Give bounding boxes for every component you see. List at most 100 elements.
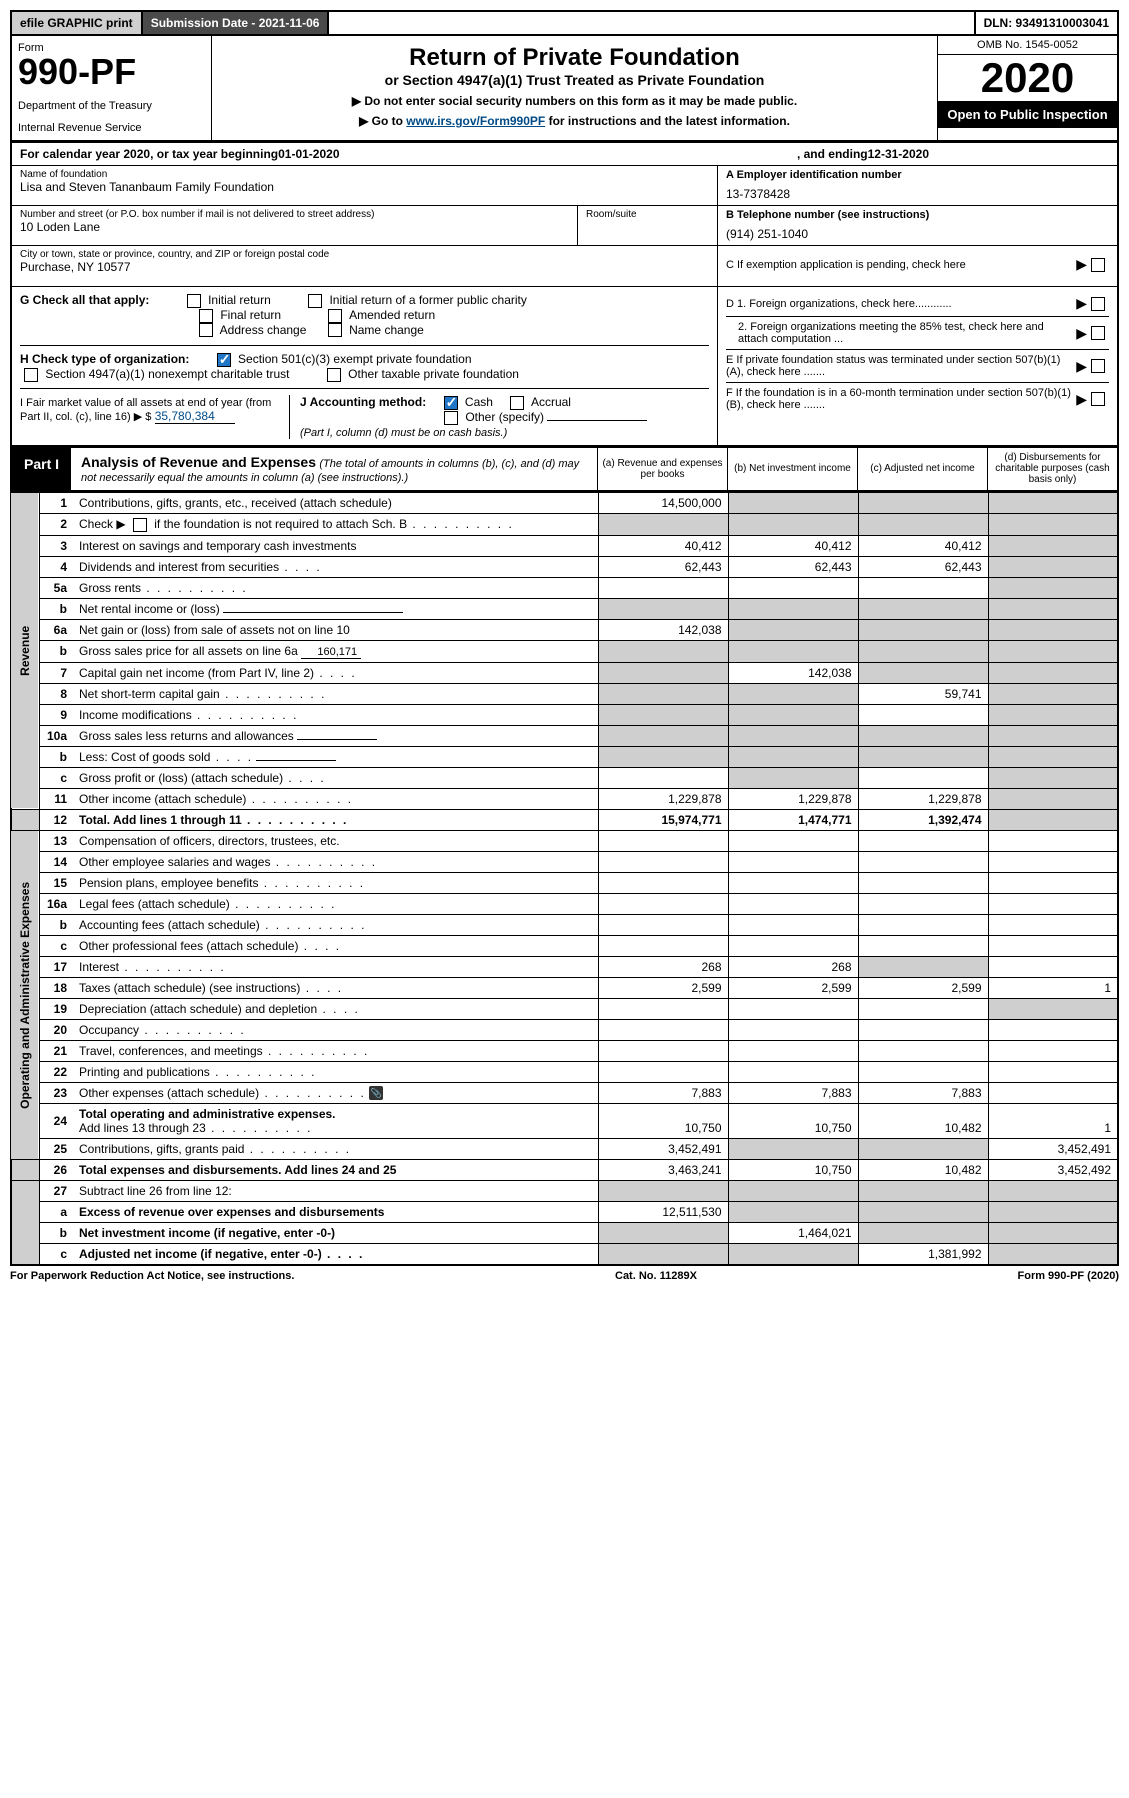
exemption-pending-row: C If exemption application is pending, c…: [718, 246, 1117, 283]
table-row: a Excess of revenue over expenses and di…: [11, 1202, 1118, 1223]
section-g: G Check all that apply: Initial return I…: [20, 293, 709, 337]
cat-number: Cat. No. 11289X: [615, 1270, 697, 1282]
submission-date: Submission Date - 2021-11-06: [143, 12, 330, 34]
d1-row: D 1. Foreign organizations, check here..…: [726, 291, 1109, 317]
street-address-row: Number and street (or P.O. box number if…: [12, 206, 577, 246]
col-b-header: (b) Net investment income: [727, 448, 857, 490]
table-row: Revenue 1 Contributions, gifts, grants, …: [11, 492, 1118, 513]
table-row: b Gross sales price for all assets on li…: [11, 640, 1118, 662]
section-j: J Accounting method: Cash Accrual Other …: [290, 395, 709, 439]
foundation-name: Lisa and Steven Tananbaum Family Foundat…: [20, 180, 709, 194]
table-row: 16a Legal fees (attach schedule): [11, 893, 1118, 914]
arrow-icon: ▶: [1076, 325, 1087, 342]
arrow-icon: ▶: [1076, 358, 1087, 375]
tax-year-end: 12-31-2020: [868, 147, 929, 161]
table-row: 26 Total expenses and disbursements. Add…: [11, 1160, 1118, 1181]
section-i: I Fair market value of all assets at end…: [20, 395, 290, 439]
accrual-checkbox[interactable]: [510, 396, 524, 410]
arrow-icon: ▶: [1076, 256, 1087, 273]
header-left: Form 990-PF Department of the Treasury I…: [12, 36, 212, 140]
name-change-checkbox[interactable]: [328, 323, 342, 337]
title-main: Return of Private Foundation: [232, 44, 917, 72]
dept-treasury: Department of the Treasury: [18, 100, 205, 112]
gross-sales-6a: 160,171: [301, 646, 361, 659]
table-row: 20 Occupancy: [11, 1019, 1118, 1040]
efile-label: efile GRAPHIC print: [12, 12, 143, 34]
table-row: b Net rental income or (loss): [11, 598, 1118, 619]
col-a-header: (a) Revenue and expenses per books: [597, 448, 727, 490]
d2-checkbox[interactable]: [1091, 326, 1105, 340]
table-row: 7 Capital gain net income (from Part IV,…: [11, 662, 1118, 683]
table-row: 17 Interest 268 268: [11, 956, 1118, 977]
table-row: 25 Contributions, gifts, grants paid 3,4…: [11, 1139, 1118, 1160]
note-ssn: ▶ Do not enter social security numbers o…: [232, 94, 917, 108]
table-row: 6a Net gain or (loss) from sale of asset…: [11, 619, 1118, 640]
form-instructions-link[interactable]: www.irs.gov/Form990PF: [406, 114, 545, 128]
omb-number: OMB No. 1545-0052: [938, 36, 1117, 55]
table-row: 15 Pension plans, employee benefits: [11, 872, 1118, 893]
arrow-icon: ▶: [1076, 391, 1087, 408]
d1-checkbox[interactable]: [1091, 297, 1105, 311]
attachment-icon[interactable]: 📎: [369, 1086, 383, 1100]
table-row: c Other professional fees (attach schedu…: [11, 935, 1118, 956]
table-row: 9 Income modifications: [11, 704, 1118, 725]
room-suite-row: Room/suite: [577, 206, 717, 246]
f-checkbox[interactable]: [1091, 392, 1105, 406]
table-row: 27 Subtract line 26 from line 12:: [11, 1181, 1118, 1202]
expenses-side-label: Operating and Administrative Expenses: [11, 830, 39, 1160]
tax-year-begin: 01-01-2020: [278, 147, 339, 161]
f-row: F If the foundation is in a 60-month ter…: [726, 383, 1109, 415]
identity-block: Name of foundation Lisa and Steven Tanan…: [10, 166, 1119, 286]
header-center: Return of Private Foundation or Section …: [212, 36, 937, 140]
part1-header: Part I Analysis of Revenue and Expenses …: [10, 447, 1119, 492]
501c3-checkbox[interactable]: [217, 353, 231, 367]
amended-return-checkbox[interactable]: [328, 309, 342, 323]
dln-label: DLN: 93491310003041: [974, 12, 1117, 34]
part1-title: Analysis of Revenue and Expenses (The to…: [71, 448, 597, 490]
e-checkbox[interactable]: [1091, 359, 1105, 373]
analysis-table: Revenue 1 Contributions, gifts, grants, …: [10, 492, 1119, 1267]
ein-value: 13-7378428: [726, 187, 1109, 201]
paperwork-notice: For Paperwork Reduction Act Notice, see …: [10, 1270, 294, 1282]
table-row: c Gross profit or (loss) (attach schedul…: [11, 767, 1118, 788]
telephone-row: B Telephone number (see instructions) (9…: [718, 206, 1117, 246]
dept-irs: Internal Revenue Service: [18, 122, 205, 134]
table-row: 4 Dividends and interest from securities…: [11, 556, 1118, 577]
table-row: 23 Other expenses (attach schedule) 📎 7,…: [11, 1082, 1118, 1104]
city-state-row: City or town, state or province, country…: [12, 246, 717, 286]
open-public-badge: Open to Public Inspection: [938, 101, 1117, 128]
table-row: 5a Gross rents: [11, 577, 1118, 598]
table-row: b Net investment income (if negative, en…: [11, 1223, 1118, 1244]
table-row: 21 Travel, conferences, and meetings: [11, 1040, 1118, 1061]
sch-b-checkbox[interactable]: [133, 518, 147, 532]
table-row: 10a Gross sales less returns and allowan…: [11, 725, 1118, 746]
table-row: b Less: Cost of goods sold: [11, 746, 1118, 767]
foundation-name-row: Name of foundation Lisa and Steven Tanan…: [12, 166, 717, 206]
col-c-header: (c) Adjusted net income: [857, 448, 987, 490]
header-right: OMB No. 1545-0052 2020 Open to Public In…: [937, 36, 1117, 140]
final-return-checkbox[interactable]: [199, 309, 213, 323]
form-footer-label: Form 990-PF (2020): [1018, 1270, 1119, 1282]
tax-year: 2020: [938, 55, 1117, 101]
table-row: b Accounting fees (attach schedule): [11, 914, 1118, 935]
calendar-year-row: For calendar year 2020, or tax year begi…: [10, 143, 1119, 166]
city-state-zip: Purchase, NY 10577: [20, 260, 709, 274]
table-row: c Adjusted net income (if negative, ente…: [11, 1244, 1118, 1266]
other-taxable-checkbox[interactable]: [327, 368, 341, 382]
initial-return-checkbox[interactable]: [187, 294, 201, 308]
cash-checkbox[interactable]: [444, 396, 458, 410]
other-method-checkbox[interactable]: [444, 411, 458, 425]
title-sub: or Section 4947(a)(1) Trust Treated as P…: [232, 72, 917, 88]
table-row: 12 Total. Add lines 1 through 11 15,974,…: [11, 809, 1118, 830]
note-link: ▶ Go to www.irs.gov/Form990PF for instru…: [232, 114, 917, 128]
e-row: E If private foundation status was termi…: [726, 350, 1109, 383]
exemption-checkbox[interactable]: [1091, 258, 1105, 272]
table-row: 2 Check ▶ if the foundation is not requi…: [11, 513, 1118, 535]
initial-return-former-checkbox[interactable]: [308, 294, 322, 308]
fair-market-value: 35,780,384: [155, 409, 235, 424]
address-change-checkbox[interactable]: [199, 323, 213, 337]
table-row: 11 Other income (attach schedule) 1,229,…: [11, 788, 1118, 809]
top-bar: efile GRAPHIC print Submission Date - 20…: [10, 10, 1119, 36]
page-footer: For Paperwork Reduction Act Notice, see …: [10, 1266, 1119, 1286]
4947a1-checkbox[interactable]: [24, 368, 38, 382]
